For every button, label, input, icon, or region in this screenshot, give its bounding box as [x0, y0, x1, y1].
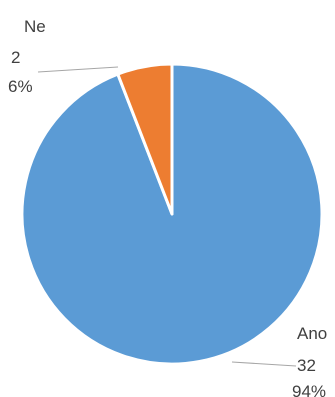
- pie-slice-ne: [116, 62, 174, 216]
- slice-label-ano-name: Ano: [297, 324, 327, 343]
- slice-label-ne-value: 2: [11, 48, 20, 67]
- slice-label-ano-percent: 94%: [292, 382, 326, 397]
- leader-line-ne: [37, 66, 119, 73]
- slice-label-ano-value: 32: [297, 356, 316, 375]
- pie-slices: [20, 62, 324, 366]
- leader-line-ano: [231, 361, 297, 367]
- pie-labels: Ne 2 6% Ano 32 94%: [8, 17, 327, 397]
- slice-label-ne-name: Ne: [24, 17, 46, 36]
- slice-label-ne-percent: 6%: [8, 77, 33, 96]
